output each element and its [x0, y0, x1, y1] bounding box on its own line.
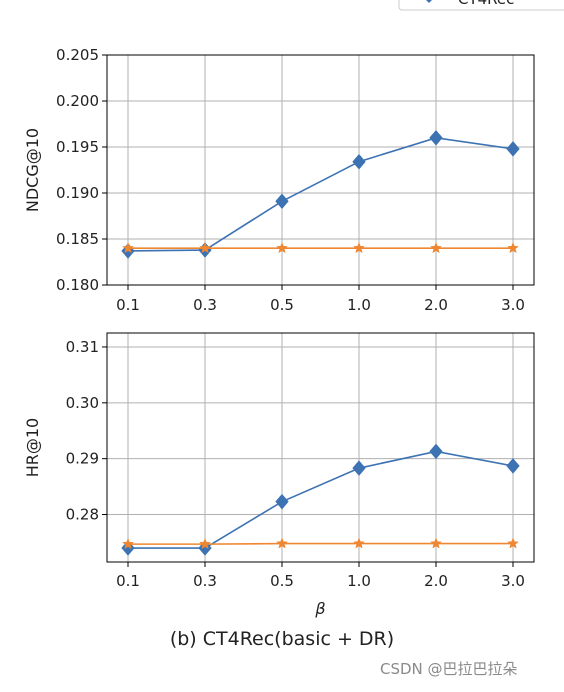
x-tick-label: 3.0	[501, 572, 525, 590]
series-1-point	[353, 242, 365, 254]
series-1-point	[199, 537, 211, 550]
y-tick-label: 0.195	[56, 138, 99, 156]
x-tick-label: 0.1	[116, 572, 140, 590]
y-tick-label: 0.185	[56, 230, 99, 248]
series-1-point	[507, 537, 519, 549]
plot-frame	[106, 54, 535, 286]
figure-caption: (b) CT4Rec(basic + DR)	[169, 628, 395, 650]
watermark: CSDN @巴拉巴拉朵	[380, 660, 518, 678]
series-0-point	[352, 460, 366, 476]
series-1-point	[353, 537, 365, 549]
ndcg-panel: 0.1 0.3 0.5 1.0 2.0 3.0 0.180 0.185 0.190 0.195 0.…	[23, 46, 535, 314]
x-tick-label: 2.0	[424, 296, 448, 314]
y-tick-label: 0.30	[66, 394, 99, 412]
y-axis-label: HR@10	[23, 418, 42, 478]
series-1-point	[199, 242, 211, 254]
hr-panel: 0.1 0.3 0.5 1.0 2.0 3.0 0.28 0.29 0.30 0.31 HR@10 β	[23, 332, 535, 618]
x-tick-label: 0.5	[270, 572, 294, 590]
x-tick-label: 0.1	[116, 296, 140, 314]
y-tick-label: 0.200	[56, 92, 99, 110]
y-tick-label: 0.180	[56, 276, 99, 294]
series-0-point	[275, 493, 289, 510]
series-0-point	[352, 153, 366, 170]
x-tick-label: 1.0	[347, 572, 371, 590]
series-0-line	[127, 136, 514, 252]
series-0-line	[128, 450, 514, 549]
x-tick-label: 1.0	[347, 296, 371, 314]
series-1-point	[276, 537, 288, 549]
series-0-point	[429, 443, 443, 460]
y-tick-label: 0.205	[56, 46, 99, 64]
y-tick-label: 0.28	[66, 506, 99, 524]
x-tick-label: 3.0	[501, 296, 525, 314]
series-1-point	[276, 242, 288, 254]
x-tick-label: 2.0	[424, 572, 448, 590]
x-tick-label: 0.5	[270, 296, 294, 314]
x-tick-label: 0.3	[193, 572, 217, 590]
series-0-point	[506, 458, 520, 474]
x-tick-label: 0.3	[193, 296, 217, 314]
series-1-point	[430, 537, 442, 549]
series-0-point	[275, 193, 289, 210]
y-tick-label: 0.190	[56, 184, 99, 202]
y-tick-label: 0.29	[66, 450, 99, 468]
x-axis-label: β	[314, 599, 325, 618]
plot-frame	[106, 332, 535, 563]
y-tick-label: 0.31	[66, 338, 99, 356]
series-1-point	[507, 242, 519, 254]
legend-diamond-icon	[426, 0, 432, 3]
legend-label: CT4Rec	[458, 0, 514, 8]
series-0-point	[506, 141, 520, 157]
y-axis-label: NDCG@10	[23, 128, 42, 212]
series-1-point	[430, 242, 442, 254]
series-1-point	[122, 242, 134, 254]
series-1-point	[122, 537, 134, 550]
legend-box: CT4Rec	[398, 0, 564, 11]
series-0-point	[429, 130, 443, 146]
series-1-line	[128, 542, 513, 545]
